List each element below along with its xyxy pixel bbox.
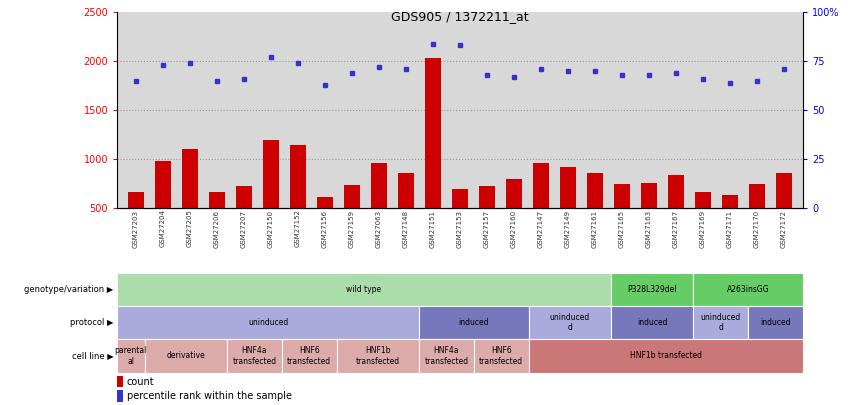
Text: induced: induced [760,318,791,327]
Bar [694,273,803,306]
Text: HNF4a
transfected: HNF4a transfected [233,346,276,366]
Bar [529,339,803,373]
Bar [614,184,630,257]
Text: GDS905 / 1372211_at: GDS905 / 1372211_at [391,10,529,23]
Bar [117,390,123,402]
Bar [182,149,198,257]
Bar [128,192,144,257]
Text: induced: induced [637,318,667,327]
Text: cell line ▶: cell line ▶ [72,352,114,360]
Text: genotype/variation ▶: genotype/variation ▶ [24,285,114,294]
Bar [398,173,414,257]
Bar [155,161,171,257]
Text: A263insGG: A263insGG [727,285,769,294]
Bar [479,185,495,257]
Bar [474,339,529,373]
Bar [290,145,306,257]
Text: uninduced: uninduced [248,318,288,327]
Text: uninduced
d: uninduced d [549,313,590,333]
Bar [452,189,468,257]
Bar [695,192,711,257]
Text: uninduced
d: uninduced d [700,313,740,333]
Bar [117,339,145,373]
Bar [263,140,279,257]
Text: derivative: derivative [167,352,205,360]
Text: HNF6
transfected: HNF6 transfected [479,346,523,366]
Bar [344,185,360,257]
Bar [667,175,684,257]
Bar [117,376,123,387]
Text: HNF4a
transfected: HNF4a transfected [424,346,469,366]
Text: count: count [127,377,155,387]
Bar [529,306,611,339]
Bar [209,192,225,257]
Text: HNF6
transfected: HNF6 transfected [287,346,332,366]
Text: wild type: wild type [346,285,382,294]
Bar [748,306,803,339]
Text: P328L329del: P328L329del [628,285,677,294]
Bar [611,306,694,339]
Bar [749,184,765,257]
Text: percentile rank within the sample: percentile rank within the sample [127,391,292,401]
Bar [722,196,738,257]
Bar [776,173,792,257]
Text: induced: induced [458,318,489,327]
Bar [227,339,282,373]
Bar [694,306,748,339]
Bar [337,339,419,373]
Bar [282,339,337,373]
Bar [117,306,419,339]
Bar [641,183,657,257]
Text: HNF1b
transfected: HNF1b transfected [356,346,400,366]
Bar [425,58,441,257]
Bar [560,167,576,257]
Bar [317,197,333,257]
Text: parental
al: parental al [115,346,147,366]
Bar [236,185,253,257]
Bar [419,339,474,373]
Bar [533,163,549,257]
Bar [506,179,523,257]
Bar [419,306,529,339]
Bar [611,273,694,306]
Text: HNF1b transfected: HNF1b transfected [630,352,701,360]
Bar [117,273,611,306]
Text: protocol ▶: protocol ▶ [70,318,114,327]
Bar [371,163,387,257]
Bar [145,339,227,373]
Bar [587,173,603,257]
